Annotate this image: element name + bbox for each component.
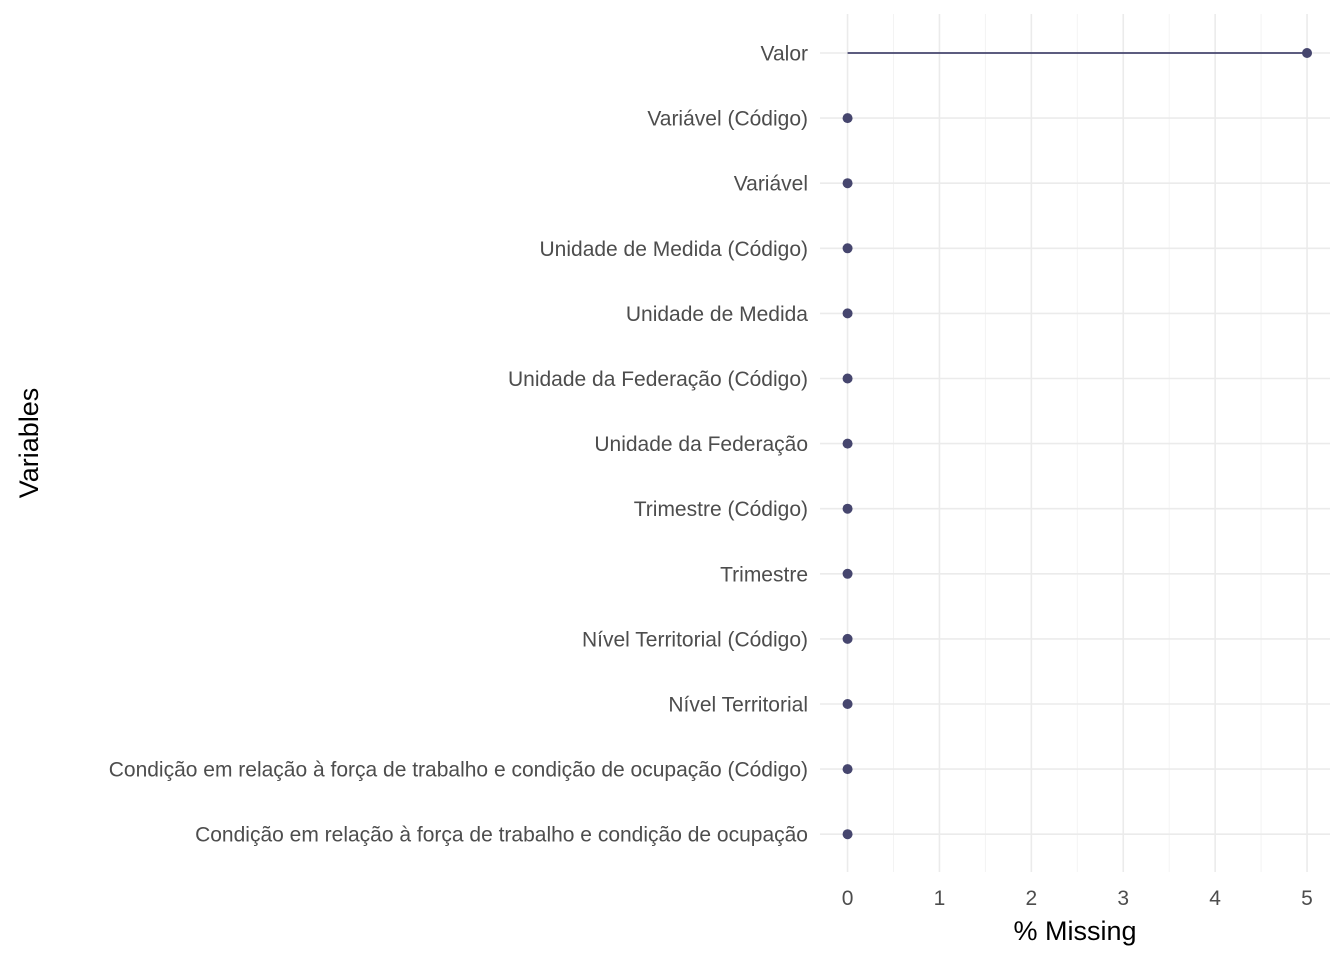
x-tick-label: 1 [934,887,946,910]
y-tick-label: Unidade de Medida [626,303,808,326]
lollipop-point [842,699,853,709]
y-tick-label: Condição em relação à força de trabalho … [195,824,808,847]
lollipop-point [842,243,853,254]
y-tick-label: Trimestre (Código) [634,498,808,521]
y-tick-label: Unidade da Federação (Código) [508,368,808,391]
y-tick-label: Trimestre [720,563,808,586]
x-tick-label: 3 [1117,887,1129,910]
lollipop-point [842,438,853,449]
y-axis-title: Variables [14,388,44,499]
lollipop-point [842,373,853,384]
lollipop-point [1302,48,1313,58]
lollipop-point [842,308,853,319]
lollipop-point [842,568,853,579]
y-tick-label: Nível Territorial [668,694,808,717]
y-axis-tick-labels: Valor Variável (Código) Variável Unidade de… [109,43,809,847]
lollipop-point [842,633,853,644]
lollipop-point [842,503,853,514]
x-axis-tick-labels: 0 1 2 3 4 5 [842,887,1313,910]
y-tick-label: Unidade da Federação [594,433,808,456]
gridlines [820,14,1330,872]
lollipop-marks [842,48,1313,840]
lollipop-point [842,764,853,775]
x-tick-label: 4 [1209,887,1221,910]
y-tick-label: Unidade de Medida (Código) [540,238,809,261]
x-axis-title: % Missing [1013,916,1136,946]
y-tick-label: Variável [734,173,808,196]
y-tick-label: Variável (Código) [647,108,808,131]
x-tick-label: 5 [1301,887,1313,910]
y-tick-label: Valor [761,43,808,66]
lollipop-point [842,829,853,840]
lollipop-point [842,113,853,124]
y-tick-label: Condição em relação à força de trabalho … [109,759,808,782]
x-tick-label: 0 [842,887,854,910]
lollipop-point [842,178,853,189]
x-tick-label: 2 [1026,887,1038,910]
y-tick-label: Nível Territorial (Código) [582,628,808,651]
